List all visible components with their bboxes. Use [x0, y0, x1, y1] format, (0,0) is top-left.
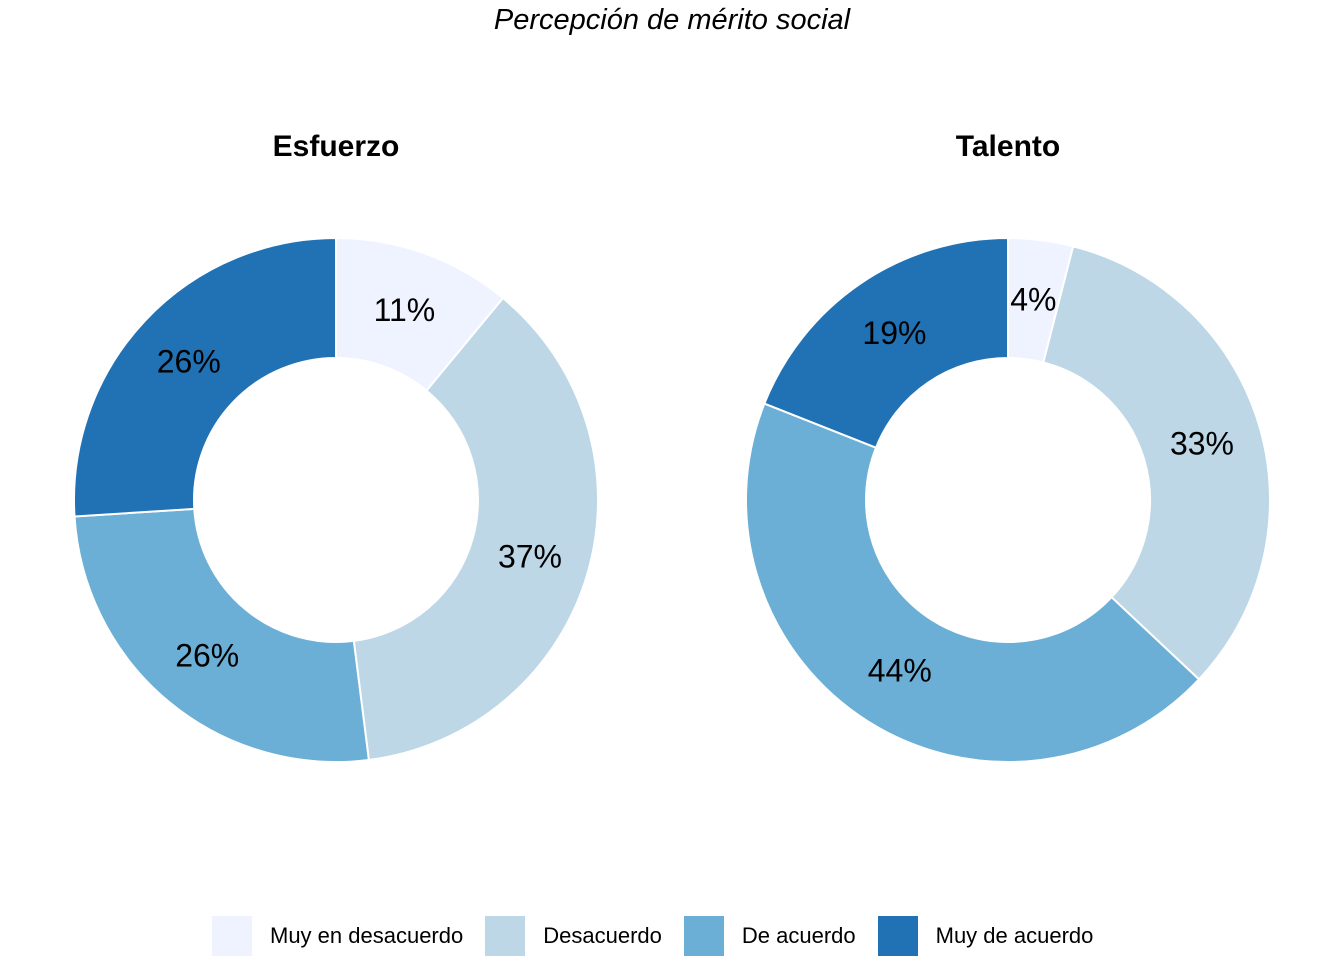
legend-label: Muy en desacuerdo [270, 923, 464, 948]
donut-slice [352, 296, 599, 762]
donut-slice [745, 402, 1201, 763]
chart-title: Percepción de mérito social [493, 4, 851, 36]
legend: Muy en desacuerdo Desacuerdo De acuerdo … [212, 914, 1115, 958]
legend-item-muy-en-desacuerdo: Muy en desacuerdo [212, 916, 463, 956]
slice-label: 11% [374, 292, 436, 328]
legend-swatch [877, 916, 918, 956]
donut-slice [763, 236, 1009, 450]
donut-charts: 11% 37% 26% 26% 4% 33% 44% 19% [73, 236, 1271, 763]
slice-label: 37% [498, 538, 562, 574]
slice-label: 4% [1010, 282, 1056, 318]
slice-label: 19% [862, 315, 926, 351]
slice-label: 44% [868, 653, 932, 689]
donut-esfuerzo: 11% 37% 26% 26% [73, 236, 599, 763]
legend-swatch [683, 916, 724, 956]
legend-item-muy-de-acuerdo: Muy de acuerdo [877, 916, 1094, 956]
legend-item-desacuerdo: Desacuerdo [485, 916, 662, 956]
panel-title-esfuerzo: Esfuerzo [272, 130, 400, 163]
donut-slice [1042, 245, 1271, 681]
panel-title-talento: Talento [955, 130, 1061, 163]
slice-label: 26% [157, 344, 221, 380]
donut-talento: 4% 33% 44% 19% [745, 236, 1271, 763]
legend-item-de-acuerdo: De acuerdo [683, 916, 856, 956]
legend-swatch [485, 916, 526, 956]
donut-slice [73, 507, 370, 763]
slice-label: 26% [175, 638, 239, 674]
legend-label: Desacuerdo [543, 923, 662, 948]
legend-swatch [212, 916, 252, 956]
slice-label: 33% [1170, 426, 1234, 462]
legend-label: De acuerdo [741, 923, 856, 948]
donut-slice [73, 236, 337, 518]
legend-label: Muy de acuerdo [935, 923, 1094, 948]
